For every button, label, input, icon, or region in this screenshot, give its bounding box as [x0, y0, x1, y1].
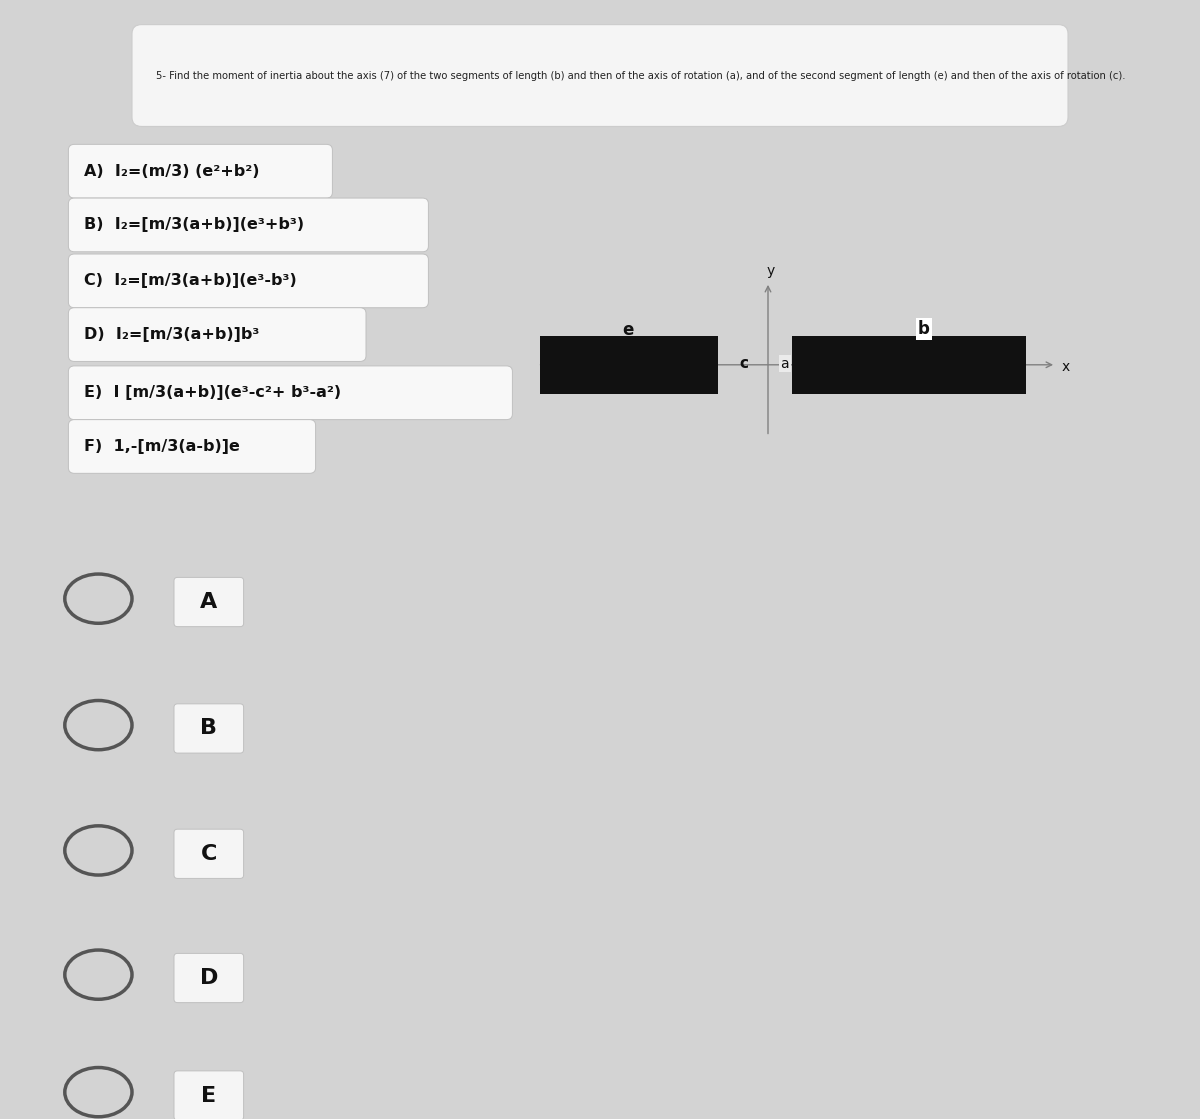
Text: B: B	[200, 718, 217, 739]
Text: y: y	[767, 263, 774, 278]
Text: B)  I₂=[m/3(a+b)](e³+b³): B) I₂=[m/3(a+b)](e³+b³)	[84, 217, 304, 233]
FancyBboxPatch shape	[792, 336, 1026, 394]
FancyBboxPatch shape	[540, 336, 718, 394]
FancyBboxPatch shape	[68, 366, 512, 420]
Text: C: C	[200, 844, 217, 864]
Text: F)  1,-[m/3(a-b)]e: F) 1,-[m/3(a-b)]e	[84, 439, 240, 454]
Text: 5- Find the moment of inertia about the axis (7) of the two segments of length (: 5- Find the moment of inertia about the …	[156, 70, 1126, 81]
FancyBboxPatch shape	[174, 829, 244, 878]
Text: D: D	[199, 968, 218, 988]
Text: D)  I₂=[m/3(a+b)]b³: D) I₂=[m/3(a+b)]b³	[84, 327, 259, 342]
Text: c: c	[739, 356, 749, 372]
FancyBboxPatch shape	[68, 254, 428, 308]
FancyBboxPatch shape	[68, 198, 428, 252]
Text: b: b	[918, 320, 930, 338]
Text: E)  I [m/3(a+b)](e³-c²+ b³-a²): E) I [m/3(a+b)](e³-c²+ b³-a²)	[84, 385, 341, 401]
FancyBboxPatch shape	[68, 144, 332, 198]
Text: A)  I₂=(m/3) (e²+b²): A) I₂=(m/3) (e²+b²)	[84, 163, 259, 179]
FancyBboxPatch shape	[174, 577, 244, 627]
FancyBboxPatch shape	[132, 25, 1068, 126]
Text: A: A	[200, 592, 217, 612]
FancyBboxPatch shape	[174, 953, 244, 1003]
FancyBboxPatch shape	[68, 308, 366, 361]
Text: e: e	[622, 321, 634, 339]
Text: a: a	[780, 357, 790, 370]
Text: E: E	[202, 1085, 216, 1106]
FancyBboxPatch shape	[68, 420, 316, 473]
FancyBboxPatch shape	[174, 1071, 244, 1119]
Text: x: x	[1062, 360, 1070, 374]
Text: C)  I₂=[m/3(a+b)](e³-b³): C) I₂=[m/3(a+b)](e³-b³)	[84, 273, 296, 289]
FancyBboxPatch shape	[174, 704, 244, 753]
